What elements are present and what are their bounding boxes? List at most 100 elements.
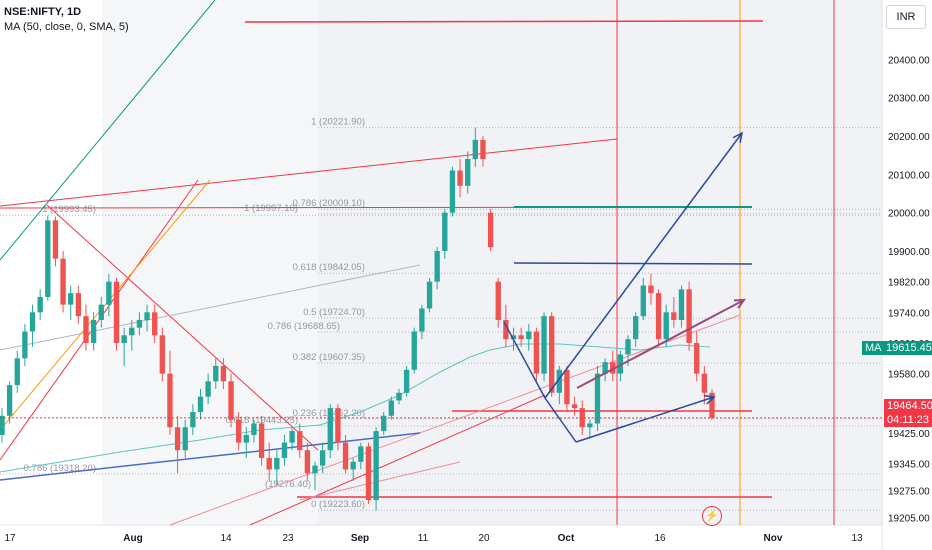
candle-body [98,304,104,320]
candle-body [472,139,479,160]
candle-body [144,312,150,320]
shaded-range-left [102,0,318,525]
shaded-range-right [318,0,882,525]
candle-body [350,461,356,470]
trendline-red-4 [249,394,546,526]
candle-body [342,442,349,470]
arrow-up-long-head [732,131,744,143]
candle-body [694,342,700,374]
candle-body [297,431,303,451]
x-tick-label: Nov [764,533,783,544]
arrow-purple-head [733,298,747,309]
candle-body [83,316,89,343]
candle-body [75,293,82,317]
ma-value-badge: 19615.45 [883,341,932,355]
candle-body [251,423,257,435]
candle-body [632,316,639,340]
arrow-up-short-head [703,394,716,405]
candle-body [312,465,318,474]
candle-body [587,423,593,428]
candle-body [388,400,395,416]
candle-body [602,362,608,374]
candle-body [174,427,181,451]
trendline-red-1 [0,138,618,207]
fib-level-label: 0.786 (20009.10) [293,198,365,209]
candle-body [541,316,547,374]
candle-body [266,457,272,470]
candle-body [205,381,211,397]
candle-body [419,308,425,332]
x-tick-label: 14 [220,533,232,544]
candle-body [518,335,524,340]
candle-body [304,450,311,474]
fib-level-label: 0.618 (19842.05) [293,262,365,273]
candle-body [159,335,165,374]
y-tick-label: 19205.00 [888,513,930,524]
candle-body [152,312,158,336]
y-tick-label: 19345.00 [888,460,930,471]
trendline-blue [0,432,421,481]
candle-body [457,170,463,186]
y-tick-label: 20100.00 [888,170,930,181]
x-tick-label: 23 [282,533,294,544]
candle-body [52,220,59,259]
candle-body [625,339,631,355]
fib-level-label: 0 (19223.60) [311,499,365,510]
candle-body [281,442,288,458]
y-tick-label: 19580.00 [888,370,930,381]
y-tick-label: 20200.00 [888,132,930,143]
arrow-purple [576,299,745,389]
x-tick-label: 17 [4,533,16,544]
trendline-grey [0,264,421,351]
candle-body [37,296,43,313]
candle-body [686,289,692,343]
y-tick-label: 20400.00 [888,55,930,66]
candle-body [29,312,36,332]
x-tick-label: Aug [123,533,142,544]
candle-body [60,258,66,305]
x-tick-label: 11 [418,533,429,544]
candle-body [655,293,662,340]
candle-body [549,316,555,393]
fib-level-label: 0.786 (19688.65) [268,321,340,332]
candle-body [571,404,578,409]
currency-selector[interactable]: INR [886,5,926,29]
candle-body [121,335,127,343]
candle-body [90,319,97,343]
candle-body [68,293,74,305]
y-tick-label: 20300.00 [888,94,930,105]
arrow-up-long [544,132,743,399]
candle-body [503,319,509,340]
indicator-label[interactable]: MA (50, close, 0, SMA, 5) [4,21,129,33]
horizontal-line-blue [513,262,753,265]
candle-body [411,331,417,370]
candle-body [594,373,601,424]
candle-body [289,431,295,443]
price-badge: 19464.50 04:11:23 [884,399,932,427]
arrow-path-down [503,321,546,399]
candle-body [365,446,372,501]
candle-body [167,373,173,428]
candle-body [487,212,494,248]
candle-body [373,431,379,501]
candle-body [22,331,28,359]
price-axis [882,0,932,550]
candle-body [396,392,402,401]
alert-icon[interactable]: ⚡ [702,506,722,526]
fib-level-label: 1 (19997.10) [244,203,298,214]
countdown-timer: 04:11:23 [887,414,930,426]
arrow-up-short [575,396,715,443]
candle-body [564,369,570,405]
candle-body [442,212,448,252]
candle-body [610,362,616,374]
symbol-title[interactable]: NSE:NIFTY, 1D [4,6,82,18]
candle-body [579,408,585,428]
y-tick-label: 19275.00 [888,487,930,498]
candle-body [533,331,540,374]
candle-body [220,365,227,382]
x-tick-label: Sep [351,533,369,544]
candle-body [113,281,120,343]
candle-body [556,369,562,393]
y-tick-label: 19820.00 [888,278,930,289]
